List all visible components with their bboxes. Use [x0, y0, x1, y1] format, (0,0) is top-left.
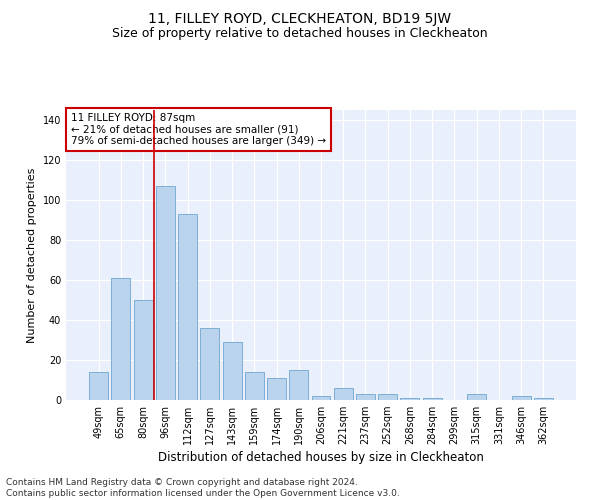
Bar — [423, 398, 442, 400]
Bar — [134, 300, 152, 400]
Bar — [289, 370, 308, 400]
Bar — [378, 394, 397, 400]
Text: Size of property relative to detached houses in Cleckheaton: Size of property relative to detached ho… — [112, 28, 488, 40]
Bar — [311, 396, 331, 400]
Bar — [89, 372, 108, 400]
Bar — [112, 278, 130, 400]
Text: 11, FILLEY ROYD, CLECKHEATON, BD19 5JW: 11, FILLEY ROYD, CLECKHEATON, BD19 5JW — [148, 12, 452, 26]
Bar — [267, 378, 286, 400]
Bar — [178, 214, 197, 400]
Y-axis label: Number of detached properties: Number of detached properties — [27, 168, 37, 342]
Bar — [200, 328, 219, 400]
Bar — [223, 342, 242, 400]
Bar — [245, 372, 264, 400]
Bar — [400, 398, 419, 400]
Bar — [534, 398, 553, 400]
Bar — [467, 394, 486, 400]
Bar — [156, 186, 175, 400]
Text: 11 FILLEY ROYD: 87sqm
← 21% of detached houses are smaller (91)
79% of semi-deta: 11 FILLEY ROYD: 87sqm ← 21% of detached … — [71, 113, 326, 146]
Bar — [512, 396, 530, 400]
Bar — [334, 388, 353, 400]
Bar — [356, 394, 375, 400]
Text: Contains HM Land Registry data © Crown copyright and database right 2024.
Contai: Contains HM Land Registry data © Crown c… — [6, 478, 400, 498]
X-axis label: Distribution of detached houses by size in Cleckheaton: Distribution of detached houses by size … — [158, 452, 484, 464]
